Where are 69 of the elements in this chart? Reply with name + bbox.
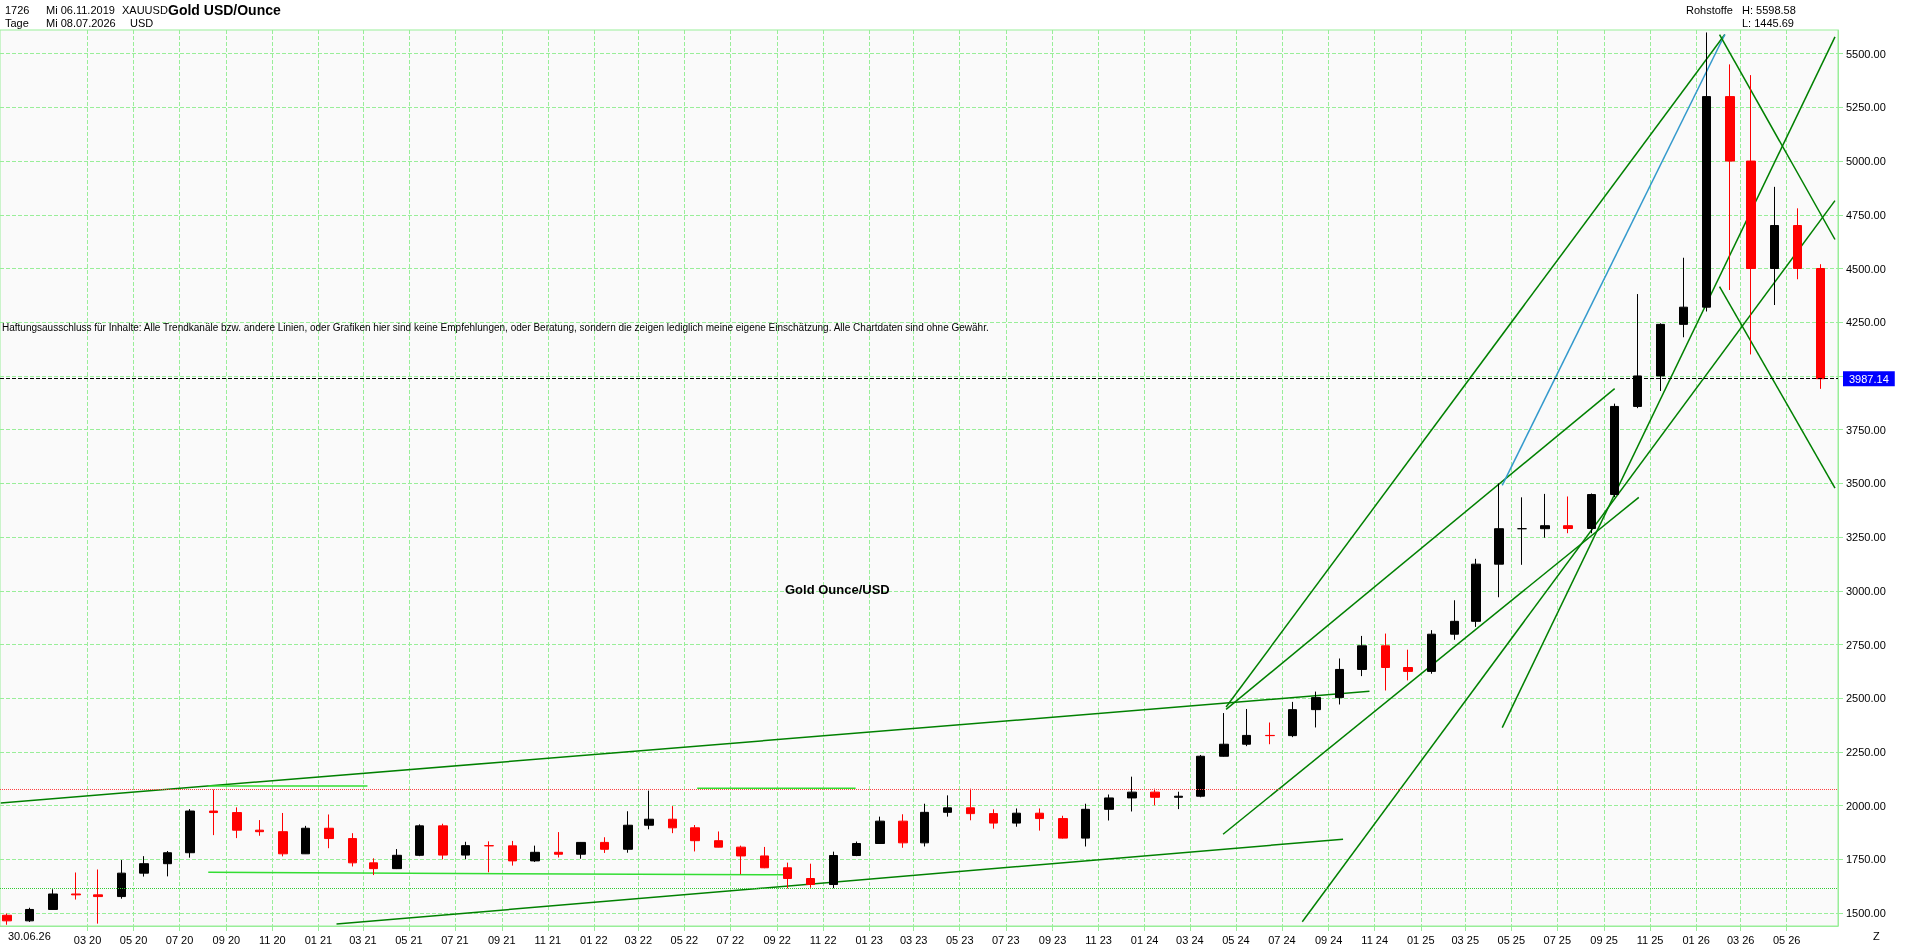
x-tick-label: 03 26	[1726, 933, 1755, 946]
x-tick-label: 01 25	[1406, 933, 1435, 946]
x-tick-label: 05 24	[1222, 933, 1250, 946]
text: Mi 06.11.2019	[46, 3, 115, 16]
x-tick-label: 03 20	[73, 933, 102, 946]
x-tick-label: 03 24	[1176, 933, 1204, 946]
y-tick-label: 3250.00	[1846, 531, 1886, 544]
x-tick-label: 11 25	[1636, 933, 1664, 946]
x-tick-label: 01 22	[580, 933, 608, 946]
x-tick-label: 09 25	[1590, 933, 1618, 946]
text: Z	[1873, 929, 1880, 942]
x-tick-label: 09 20	[212, 933, 241, 946]
y-tick-label: 3000.00	[1846, 584, 1886, 597]
y-tick-label: 2750.00	[1846, 638, 1886, 651]
x-tick-label: 07 22	[716, 933, 745, 946]
annotation: Gold Ounce/USD	[785, 582, 890, 597]
text: Rohstoffe	[1686, 3, 1733, 16]
x-tick-label: 09 24	[1314, 933, 1343, 946]
x-tick-label: 05 26	[1772, 933, 1801, 946]
y-tick-label: 4750.00	[1846, 208, 1886, 221]
y-tick-label: 3500.00	[1846, 477, 1886, 490]
x-tick-label: 11 21	[534, 933, 562, 946]
x-tick-label: 01 26	[1682, 933, 1710, 946]
x-tick-label: 07 20	[165, 933, 194, 946]
ref-line-label: 3987.14	[1849, 372, 1889, 385]
x-tick-label: 07 21	[441, 933, 469, 946]
x-tick-label: 03 23	[899, 933, 928, 946]
y-tick-label: 4250.00	[1846, 316, 1886, 329]
text: 1726	[5, 3, 30, 16]
y-tick-label: 5250.00	[1846, 101, 1886, 114]
text: Tage	[5, 16, 29, 29]
x-tick-label: 01 23	[855, 933, 883, 946]
x-tick-label: 05 22	[670, 933, 699, 946]
x-tick-label: 05 25	[1497, 933, 1526, 946]
text: XAUUSD	[122, 3, 168, 16]
x-tick-label: 03 21	[349, 933, 377, 946]
text: 30.06.26	[8, 929, 51, 942]
y-tick-label: 2250.00	[1846, 745, 1886, 758]
text: L: 1445.69	[1742, 16, 1794, 29]
x-tick-label: 11 20	[259, 933, 286, 946]
x-tick-label: 11 23	[1085, 933, 1112, 946]
annotation: Haftungsausschluss für Inhalte: Alle Trendkanäle bzw. andere Linien, oder Grafiken hier sind keine Empfehlungen, oder Beratung, sondern die zeigen lediglich meine eigene Einschätzung. Alle Chartdaten sind ohne Gewähr.	[2, 321, 989, 333]
y-tick-label: 1500.00	[1846, 907, 1886, 920]
y-tick-label: 2000.00	[1846, 799, 1886, 812]
x-tick-label: 09 21	[487, 933, 516, 946]
chart-title: Gold USD/Ounce	[168, 2, 281, 18]
x-tick-label: 03 22	[624, 933, 653, 946]
y-tick-label: 2500.00	[1846, 692, 1886, 705]
text: USD	[130, 16, 154, 29]
x-tick-label: 05 20	[119, 933, 148, 946]
x-tick-label: 09 23	[1038, 933, 1067, 946]
x-tick-label: 03 25	[1451, 933, 1480, 946]
x-tick-label: 11 22	[809, 933, 837, 946]
y-tick-label: 5500.00	[1846, 47, 1886, 60]
x-tick-label: 07 24	[1268, 933, 1296, 946]
y-tick-label: 3750.00	[1846, 423, 1886, 436]
text: Mi 08.07.2026	[46, 16, 116, 29]
y-tick-label: 4500.00	[1846, 262, 1886, 275]
x-tick-label: 05 23	[945, 933, 974, 946]
x-tick-label: 07 25	[1543, 933, 1572, 946]
x-tick-label: 09 22	[763, 933, 791, 946]
x-tick-label: 01 21	[304, 933, 333, 946]
text: H: 5598.58	[1742, 3, 1796, 16]
x-tick-label: 07 23	[992, 933, 1020, 946]
x-tick-label: 11 24	[1361, 933, 1389, 946]
x-tick-label: 01 24	[1130, 933, 1159, 946]
y-tick-label: 1750.00	[1846, 853, 1886, 866]
y-tick-label: 5000.00	[1846, 155, 1886, 168]
x-tick-label: 05 21	[395, 933, 423, 946]
